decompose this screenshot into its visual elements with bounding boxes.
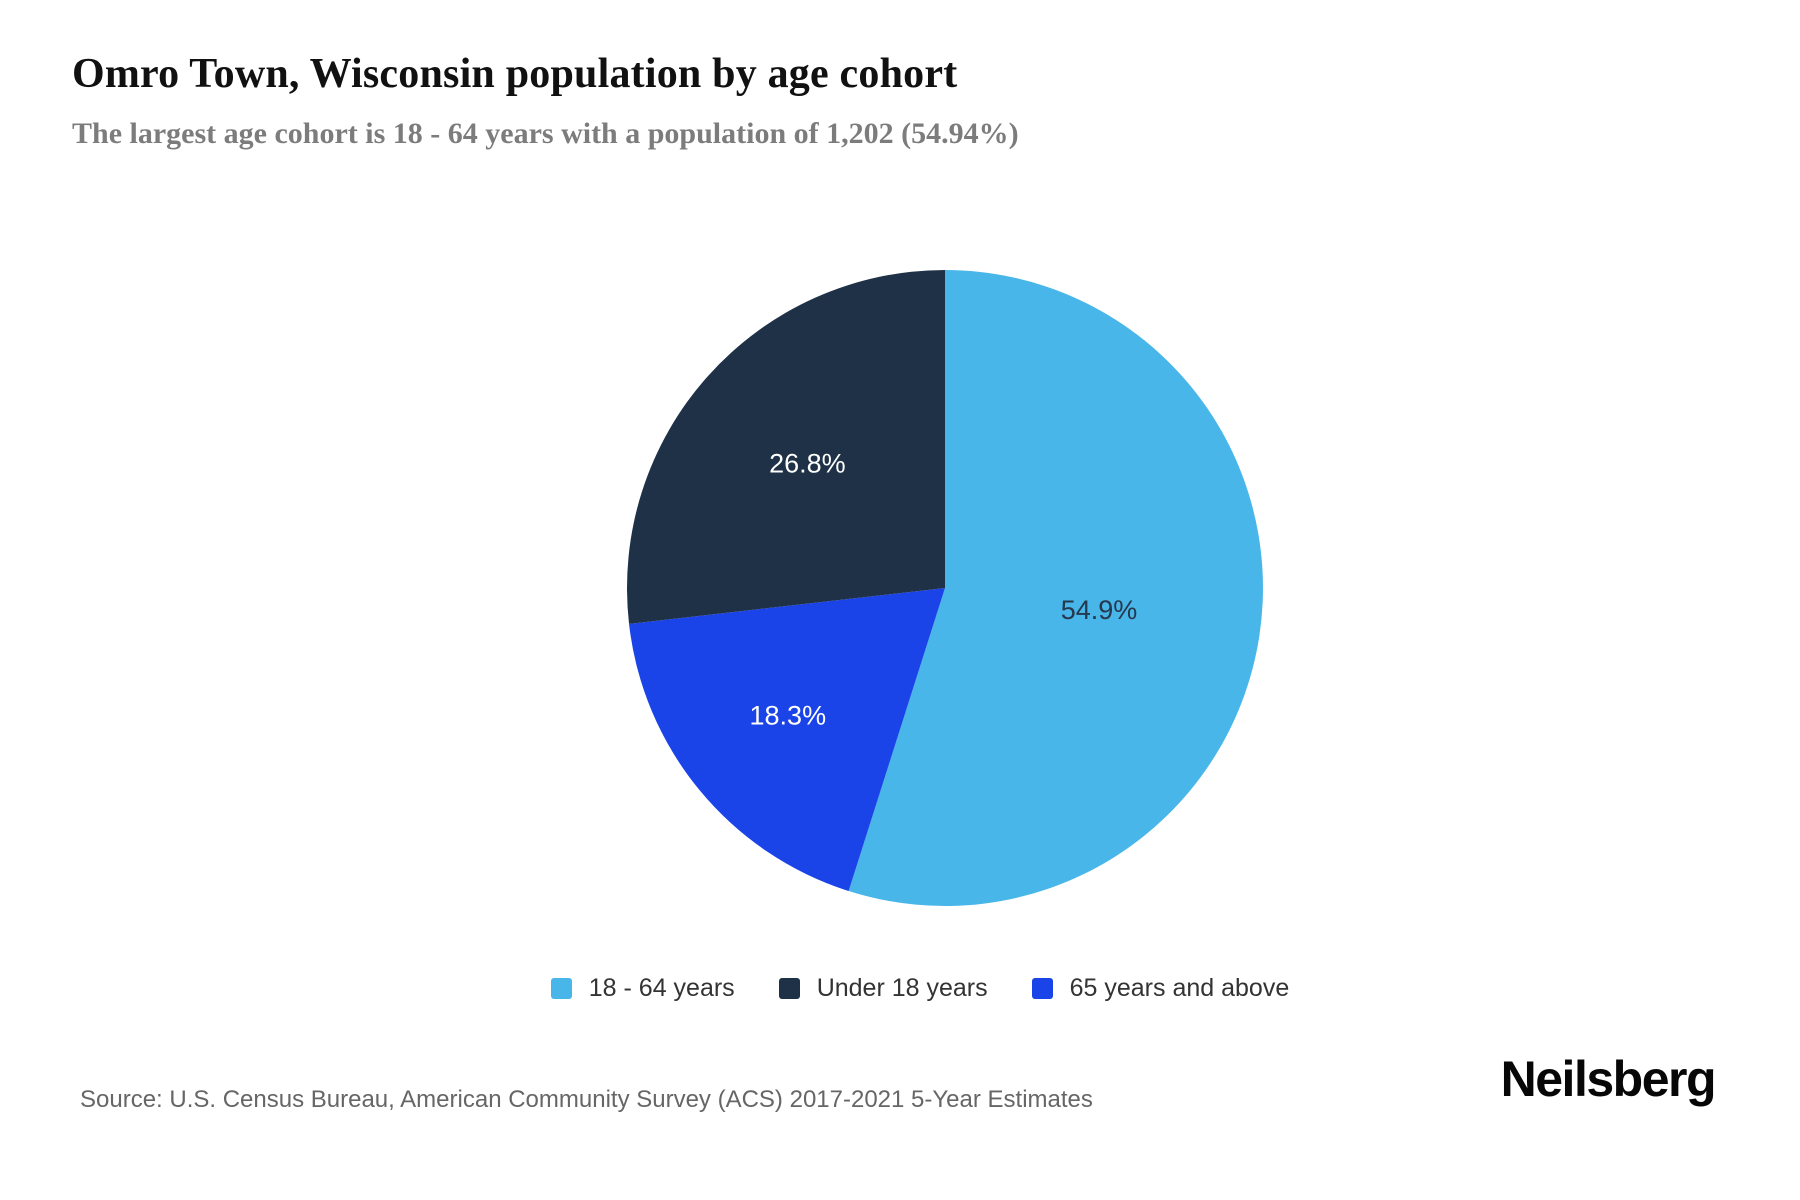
legend-item-65-years-and-above[interactable]: 65 years and above bbox=[1031, 974, 1290, 1002]
pie-slice-65-years-and-above[interactable] bbox=[629, 588, 945, 892]
legend-swatch-under-18-years bbox=[778, 978, 800, 999]
data-label-18-64-years: 54.9% bbox=[1061, 595, 1138, 625]
legend-item-under-18-years[interactable]: Under 18 years bbox=[778, 974, 988, 1002]
legend-label-65-years-and-above: 65 years and above bbox=[1069, 974, 1290, 1002]
legend-label-18-64-years: 18 - 64 years bbox=[588, 974, 735, 1002]
chart-subtitle: The largest age cohort is 18 - 64 years … bbox=[72, 117, 1019, 150]
legend-swatch-18-64-years bbox=[550, 978, 572, 999]
pie-slice-under-18-years[interactable] bbox=[626, 270, 945, 624]
neilsberg-logo: Neilsberg bbox=[1500, 1051, 1717, 1107]
chart-title: Omro Town, Wisconsin population by age c… bbox=[72, 51, 958, 97]
legend-item-18-64-years[interactable]: 18 - 64 years bbox=[550, 974, 735, 1002]
legend-label-under-18-years: Under 18 years bbox=[816, 974, 988, 1002]
legend-swatch-65-years-and-above bbox=[1031, 978, 1053, 999]
pie-slice-18-64-years[interactable] bbox=[848, 270, 1263, 907]
source-note: Source: U.S. Census Bureau, American Com… bbox=[80, 1086, 1093, 1113]
chart-legend: 18 - 64 years Under 18 years 65 years and … bbox=[20, 976, 1800, 1001]
data-label-65-years-and-above: 18.3% bbox=[750, 700, 827, 730]
data-label-under-18-years: 26.8% bbox=[769, 448, 846, 478]
